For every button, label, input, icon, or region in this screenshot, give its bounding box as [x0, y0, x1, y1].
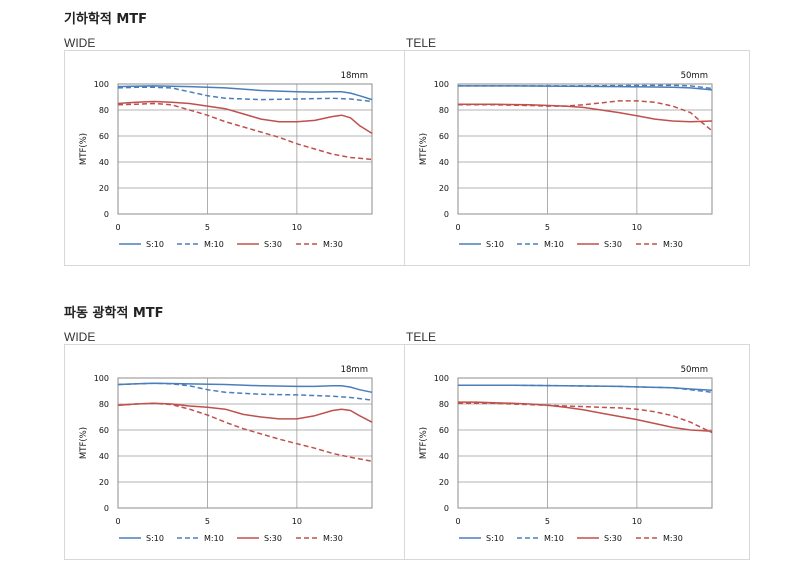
panel-label-wide-2: WIDE — [64, 330, 96, 344]
panel-label-tele-1: TELE — [406, 36, 437, 50]
y-tick-label: 0 — [104, 210, 109, 219]
series-line-s30 — [117, 100, 373, 135]
legend-label: M:30 — [663, 240, 683, 249]
legend-label: S:10 — [146, 240, 164, 249]
x-tick-label: 0 — [455, 223, 460, 232]
x-tick-label: 5 — [545, 223, 550, 232]
plot-frame — [457, 377, 713, 509]
x-tick-label: 10 — [632, 223, 642, 232]
panel-label-wide-1: WIDE — [64, 36, 96, 50]
legend-label: S:30 — [264, 534, 282, 543]
focal-length-label: 50mm — [681, 71, 708, 81]
y-tick-label: 100 — [434, 374, 449, 383]
legend-label: M:30 — [663, 534, 683, 543]
y-axis-label: MTF(%) — [419, 427, 429, 459]
panel-label-tele-2: TELE — [406, 330, 437, 344]
x-tick-label: 5 — [205, 223, 210, 232]
legend-label: S:30 — [264, 240, 282, 249]
x-tick-label: 0 — [115, 517, 120, 526]
y-tick-label: 40 — [439, 158, 449, 167]
legend-label: M:30 — [323, 534, 343, 543]
y-tick-label: 100 — [94, 80, 109, 89]
legend-label: M:10 — [544, 534, 564, 543]
y-tick-label: 0 — [444, 504, 449, 513]
plot-frame — [117, 83, 373, 215]
legend-label: S:30 — [604, 240, 622, 249]
x-tick-label: 10 — [632, 517, 642, 526]
mtf-chart-wide-geometric: 0 20 40 60 80 100 0 5 10 MTF(%) 18mm S:10 M:10 S:30 M:… — [64, 50, 410, 266]
chart-svg: 0 20 40 60 80 100 0 5 10 MTF(%) 18mm S:10 M:10 S:30 M:… — [64, 50, 410, 266]
chart-svg: 0 20 40 60 80 100 0 5 10 MTF(%) 50mm S:10 M:10 S:30 M:… — [404, 50, 750, 266]
y-axis-label: MTF(%) — [419, 133, 429, 165]
x-tick-label: 5 — [205, 517, 210, 526]
section-title-wave-optics: 파동 광학적 MTF — [64, 306, 164, 321]
series-line-s10 — [117, 382, 373, 394]
chart-border — [64, 50, 410, 266]
y-tick-label: 60 — [439, 426, 449, 435]
legend-label: S:10 — [486, 534, 504, 543]
series-line-m10 — [117, 86, 373, 103]
plot-frame — [117, 377, 373, 509]
chart-svg: 0 20 40 60 80 100 0 5 10 MTF(%) 18mm S:10 M:10 S:30 M:… — [64, 344, 410, 560]
y-tick-label: 60 — [99, 426, 109, 435]
legend-label: S:10 — [146, 534, 164, 543]
x-tick-label: 10 — [292, 517, 302, 526]
plot-frame — [457, 83, 713, 215]
chart-border — [404, 50, 750, 266]
x-tick-label: 0 — [455, 517, 460, 526]
x-tick-label: 10 — [292, 223, 302, 232]
series-line-s30 — [117, 402, 373, 423]
y-tick-label: 80 — [99, 106, 109, 115]
mtf-chart-tele-geometric: 0 20 40 60 80 100 0 5 10 MTF(%) 50mm S:10 M:10 S:30 M:… — [404, 50, 750, 266]
legend-label: M:10 — [204, 240, 224, 249]
x-tick-label: 5 — [545, 517, 550, 526]
legend-label: S:30 — [604, 534, 622, 543]
chart-border — [404, 344, 750, 560]
y-tick-label: 20 — [99, 184, 109, 193]
y-tick-label: 80 — [99, 400, 109, 409]
series-line-m30 — [117, 402, 373, 462]
y-tick-label: 40 — [439, 452, 449, 461]
mtf-chart-tele-wave: 0 20 40 60 80 100 0 5 10 MTF(%) 50mm S:10 M:10 S:30 M:… — [404, 344, 750, 560]
y-tick-label: 60 — [439, 132, 449, 141]
series-line-m30 — [117, 102, 373, 161]
y-tick-label: 60 — [99, 132, 109, 141]
legend-label: M:10 — [544, 240, 564, 249]
legend-label: S:10 — [486, 240, 504, 249]
series-line-m10 — [458, 384, 713, 394]
x-tick-label: 0 — [115, 223, 120, 232]
chart-border — [64, 344, 410, 560]
series-line-m30 — [458, 402, 713, 434]
y-tick-label: 20 — [99, 478, 109, 487]
focal-length-label: 18mm — [341, 71, 368, 81]
y-tick-label: 20 — [439, 478, 449, 487]
y-tick-label: 0 — [444, 210, 449, 219]
section-title-geometric: 기하학적 MTF — [64, 12, 148, 27]
series-line-m10 — [117, 382, 373, 401]
y-tick-label: 0 — [104, 504, 109, 513]
y-tick-label: 40 — [99, 158, 109, 167]
y-tick-label: 40 — [99, 452, 109, 461]
y-axis-label: MTF(%) — [79, 427, 89, 459]
series-line-m30 — [458, 100, 713, 132]
y-axis-label: MTF(%) — [79, 133, 89, 165]
series-line-m10 — [458, 84, 713, 90]
y-tick-label: 20 — [439, 184, 449, 193]
focal-length-label: 50mm — [681, 365, 708, 375]
series-line-s10 — [458, 85, 713, 91]
y-tick-label: 80 — [439, 106, 449, 115]
legend-label: M:30 — [323, 240, 343, 249]
y-tick-label: 100 — [434, 80, 449, 89]
legend-label: M:10 — [204, 534, 224, 543]
mtf-chart-wide-wave: 0 20 40 60 80 100 0 5 10 MTF(%) 18mm S:10 M:10 S:30 M:… — [64, 344, 410, 560]
y-tick-label: 80 — [439, 400, 449, 409]
y-tick-label: 100 — [94, 374, 109, 383]
chart-svg: 0 20 40 60 80 100 0 5 10 MTF(%) 50mm S:10 M:10 S:30 M:… — [404, 344, 750, 560]
series-line-s10 — [117, 85, 373, 101]
focal-length-label: 18mm — [341, 365, 368, 375]
